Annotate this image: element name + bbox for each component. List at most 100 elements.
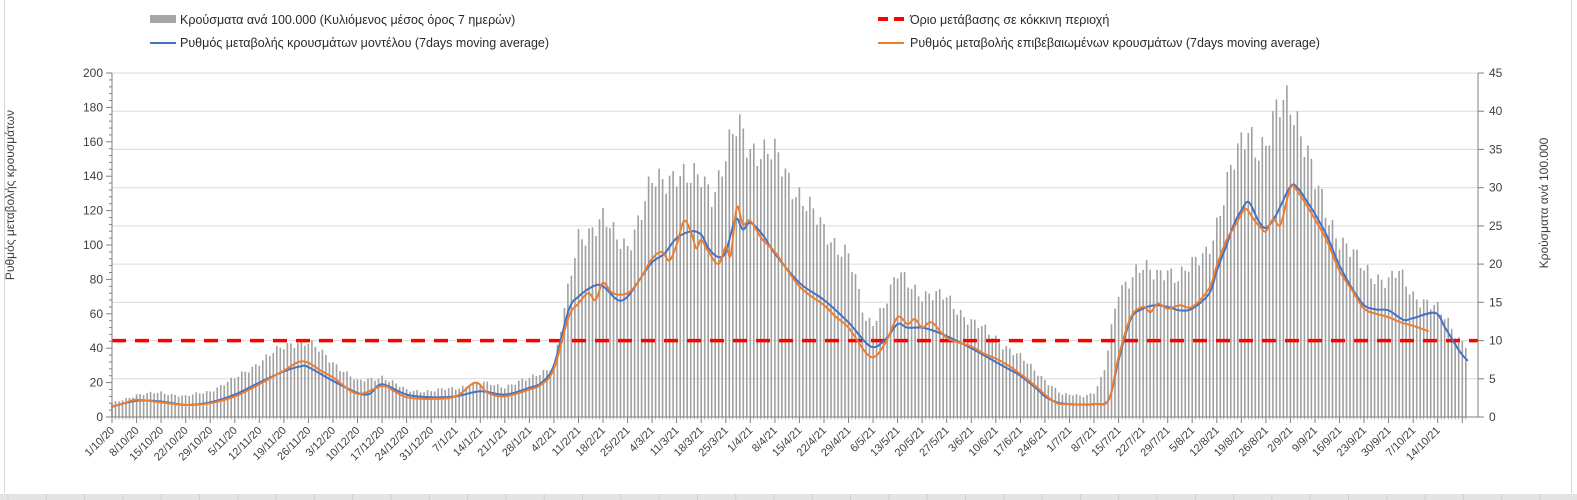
daily-bar — [612, 222, 615, 417]
daily-bar — [363, 381, 366, 417]
daily-bar — [1201, 253, 1204, 417]
daily-bar — [468, 386, 471, 417]
daily-bar — [248, 372, 250, 417]
daily-bar — [1205, 246, 1207, 417]
daily-bar — [1450, 328, 1453, 417]
daily-bar — [535, 376, 538, 417]
daily-bar — [605, 227, 608, 417]
daily-bar — [732, 134, 734, 417]
daily-bar — [1216, 217, 1218, 417]
daily-bar — [1422, 299, 1425, 417]
daily-bar — [788, 172, 790, 417]
daily-bar — [924, 291, 927, 417]
daily-bar — [626, 246, 629, 417]
daily-bar — [483, 381, 485, 417]
daily-bar — [461, 385, 464, 417]
daily-bar — [844, 244, 846, 417]
daily-bar — [349, 376, 352, 417]
daily-bar — [1096, 386, 1099, 417]
daily-bar — [823, 223, 825, 417]
daily-bar — [1173, 282, 1176, 417]
daily-bar — [146, 393, 148, 417]
daily-bar — [353, 379, 355, 417]
daily-bar — [633, 229, 636, 417]
daily-bar — [682, 163, 685, 417]
daily-bar — [335, 364, 338, 417]
daily-bar — [1079, 395, 1081, 417]
daily-bar — [1398, 271, 1400, 417]
right-axis-tick-label: 40 — [1489, 104, 1503, 118]
x-axis-date-label: 2/9/21 — [1265, 425, 1295, 455]
daily-bar — [879, 308, 881, 417]
daily-bar — [952, 308, 955, 417]
daily-bar — [679, 176, 681, 417]
daily-bar — [1370, 278, 1372, 417]
x-axis-date-label: 1/4/21 — [725, 425, 755, 455]
daily-bar — [1310, 158, 1313, 418]
daily-bar — [1103, 370, 1106, 417]
daily-bar — [1138, 272, 1141, 417]
daily-bar — [640, 220, 643, 417]
daily-bar — [1352, 249, 1355, 417]
daily-bar — [851, 272, 853, 417]
right-axis-tick-label: 35 — [1489, 142, 1503, 156]
daily-bar — [854, 273, 857, 417]
daily-bar — [367, 378, 369, 417]
daily-bar — [847, 253, 850, 417]
daily-bar — [907, 287, 909, 417]
daily-bar — [212, 391, 215, 417]
daily-bar — [444, 389, 446, 417]
daily-bar — [311, 340, 313, 417]
daily-bar — [609, 228, 611, 417]
daily-bar — [584, 245, 587, 417]
daily-bar — [1296, 111, 1299, 417]
daily-bar — [1082, 397, 1085, 417]
daily-bar — [693, 163, 695, 417]
daily-bar — [1261, 137, 1264, 417]
daily-bar — [966, 324, 969, 417]
daily-bar — [717, 170, 720, 417]
daily-bar — [714, 192, 716, 417]
daily-bar — [174, 394, 176, 417]
daily-bar — [574, 258, 576, 417]
left-axis-tick-label: 0 — [96, 410, 103, 424]
daily-bar — [616, 239, 618, 417]
left-axis-tick-label: 160 — [83, 135, 103, 149]
daily-bar — [1142, 269, 1144, 417]
threshold-legend-label: Όριο μετάβασης σε κόκκινη περιοχή — [909, 13, 1109, 27]
daily-bar — [184, 395, 187, 417]
daily-bar — [177, 396, 180, 417]
daily-bar — [1247, 133, 1250, 417]
daily-bar — [381, 375, 383, 417]
daily-bar — [931, 300, 934, 417]
daily-bar — [181, 395, 183, 417]
daily-bar — [1324, 217, 1327, 417]
daily-bar — [163, 393, 166, 417]
daily-bar — [746, 157, 748, 417]
left-axis-tick-label: 60 — [90, 307, 104, 321]
daily-bar — [563, 308, 566, 417]
daily-bar — [728, 129, 731, 417]
daily-bar — [1128, 288, 1130, 417]
daily-bar — [1286, 85, 1288, 418]
daily-bar — [651, 183, 653, 417]
daily-bar — [475, 382, 478, 417]
right-axis-tick-label: 15 — [1489, 295, 1503, 309]
daily-bar — [833, 238, 836, 417]
daily-bar — [1408, 294, 1411, 417]
daily-bar — [1005, 346, 1008, 417]
daily-bar — [756, 166, 759, 417]
daily-bar — [819, 217, 822, 417]
daily-bar — [703, 176, 706, 417]
daily-bar — [542, 370, 545, 417]
daily-bar — [332, 362, 334, 417]
daily-bar — [1394, 277, 1397, 417]
daily-bar — [170, 394, 173, 417]
daily-bar — [903, 272, 906, 417]
daily-bar — [742, 128, 745, 417]
daily-bar — [774, 138, 776, 417]
daily-bar — [1307, 145, 1309, 418]
daily-bar — [409, 391, 411, 417]
right-axis-tick-label: 25 — [1489, 219, 1503, 233]
left-axis-tick-label: 200 — [83, 66, 103, 80]
